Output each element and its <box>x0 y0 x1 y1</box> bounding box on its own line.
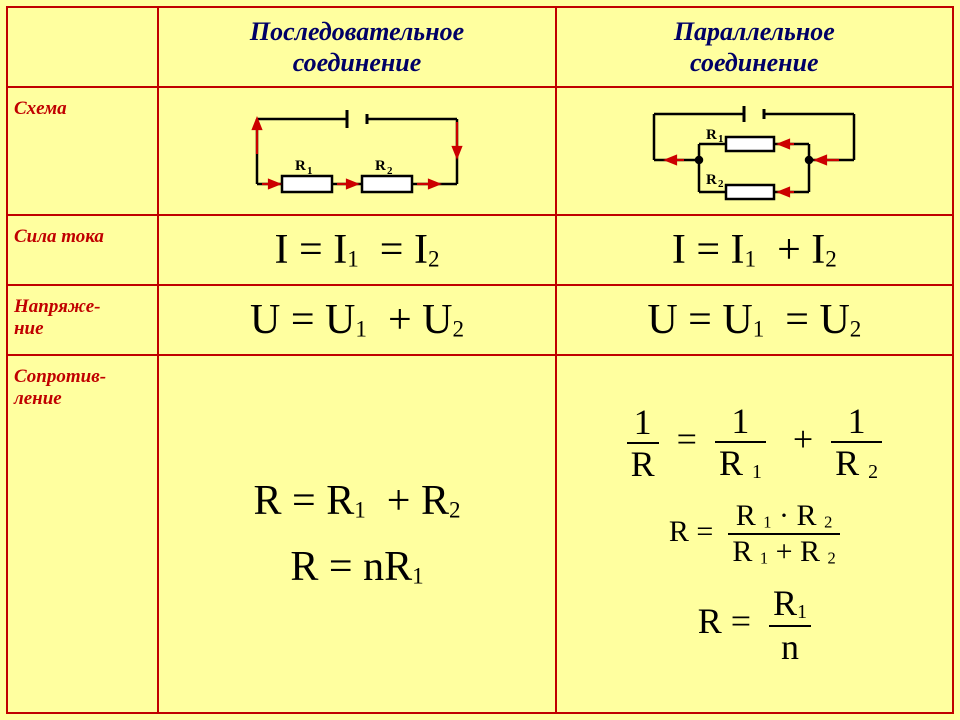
row-resistance: Сопротив- ление R = R1 + R2 R = nR1 1R =… <box>7 355 953 713</box>
svg-text:1: 1 <box>718 133 724 145</box>
schema-series: R1 R2 <box>158 87 555 215</box>
svg-text:2: 2 <box>718 178 724 190</box>
formula-parallel-current: I = I1 + I2 <box>556 215 953 285</box>
schema-parallel: R1 R2 <box>556 87 953 215</box>
svg-text:1: 1 <box>307 165 313 177</box>
header-series-l1: Последовательное <box>250 17 464 46</box>
label-schema: Схема <box>7 87 158 215</box>
row-voltage: Напряже- ние U = U1 + U2 U = U1 = U2 <box>7 285 953 355</box>
formula-series-current: I = I1 = I2 <box>158 215 555 285</box>
label-voltage: Напряже- ние <box>7 285 158 355</box>
header-parallel-l1: Параллельное <box>674 17 835 46</box>
svg-text:2: 2 <box>387 165 393 177</box>
formula-parallel-voltage: U = U1 = U2 <box>556 285 953 355</box>
header-series-l2: соединение <box>293 48 422 77</box>
table-header-row: Последовательное соединение Параллельное… <box>7 7 953 87</box>
svg-text:R: R <box>706 172 717 188</box>
col-header-series: Последовательное соединение <box>158 7 555 87</box>
corner-cell <box>7 7 158 87</box>
parallel-circuit-icon: R1 R2 <box>624 94 884 209</box>
slide: Последовательное соединение Параллельное… <box>0 0 960 720</box>
col-header-parallel: Параллельное соединение <box>556 7 953 87</box>
comparison-table: Последовательное соединение Параллельное… <box>6 6 954 714</box>
formula-series-resistance: R = R1 + R2 R = nR1 <box>158 355 555 713</box>
svg-text:R: R <box>706 127 717 143</box>
row-current: Сила тока I = I1 = I2 I = I1 + I2 <box>7 215 953 285</box>
label-resistance: Сопротив- ление <box>7 355 158 713</box>
row-schema: Схема R1 R2 <box>7 87 953 215</box>
series-circuit-icon: R1 R2 <box>227 94 487 209</box>
label-current: Сила тока <box>7 215 158 285</box>
formula-parallel-resistance: 1R = 1R 1 + 1R 2 R = R 1 · R 2 R 1 + R 2… <box>556 355 953 713</box>
formula-series-voltage: U = U1 + U2 <box>158 285 555 355</box>
svg-text:R: R <box>295 158 306 174</box>
svg-text:R: R <box>375 158 386 174</box>
header-parallel-l2: соединение <box>690 48 819 77</box>
